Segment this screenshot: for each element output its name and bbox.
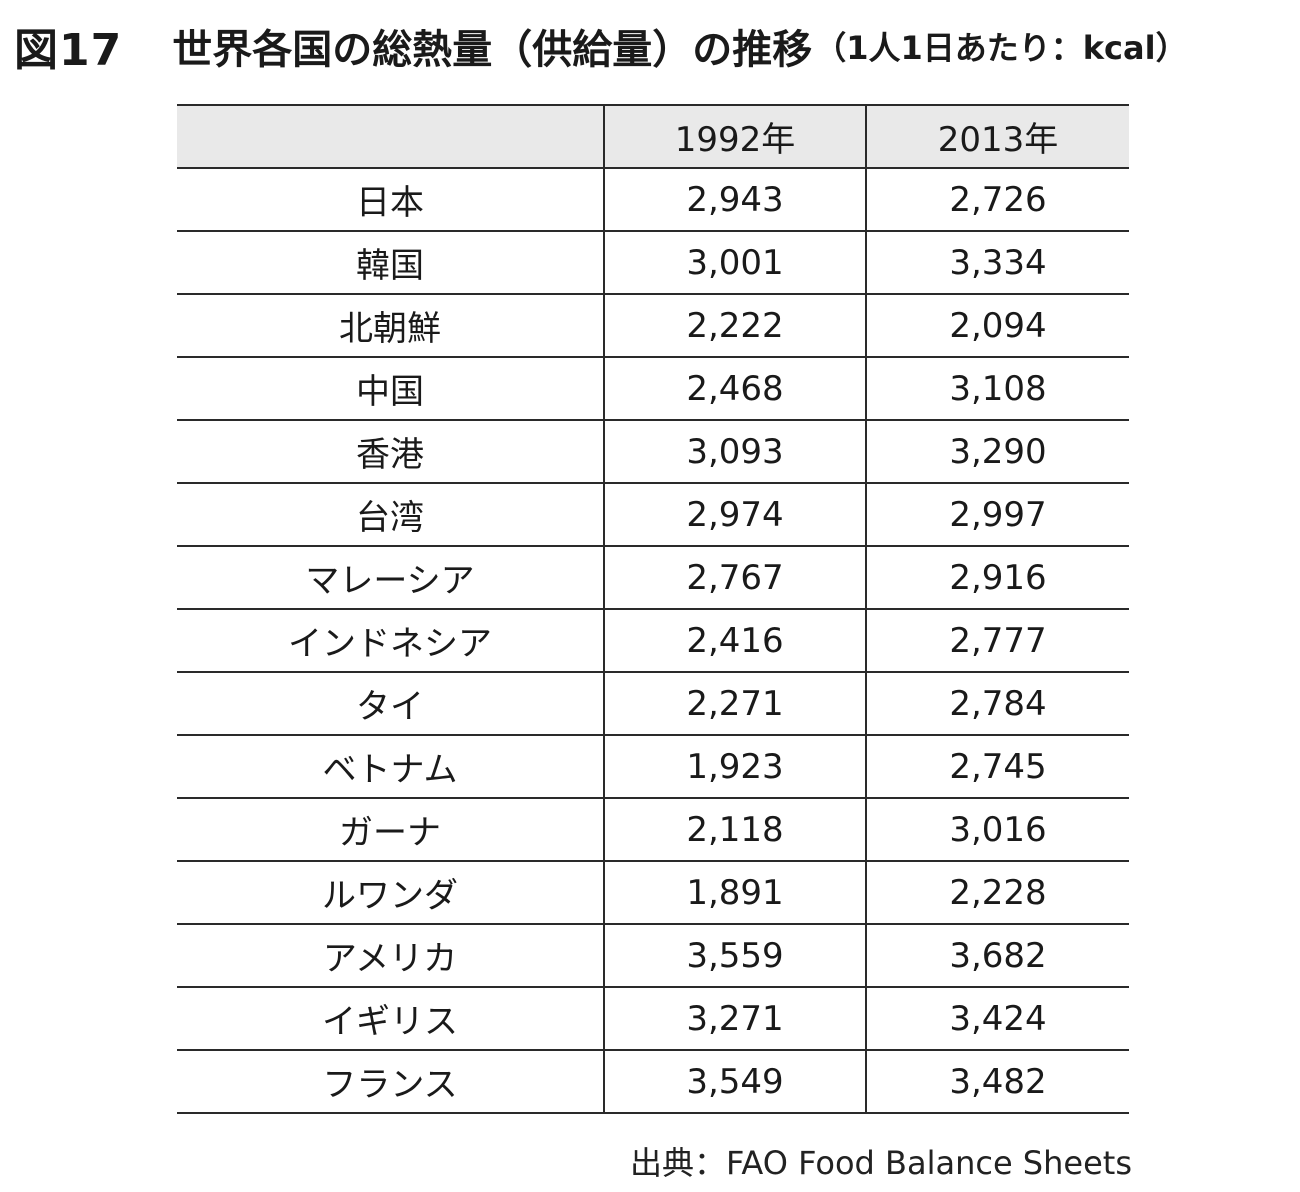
value-cell-1992: 1,891 (603, 861, 866, 925)
table-header-row: 1992年 2013年 (177, 104, 1129, 169)
value-cell-2013: 2,784 (865, 672, 1129, 736)
table-row: ガーナ 2,118 3,016 (177, 798, 1129, 862)
table-row: ベトナム 1,923 2,745 (177, 735, 1129, 799)
value-cell-1992: 3,001 (603, 231, 866, 295)
table-body: 日本 2,943 2,726 韓国 3,001 3,334 北朝鮮 2,222 2,094 中国 2… (177, 168, 1129, 1114)
value-cell-2013: 2,745 (865, 735, 1129, 799)
table-row: タイ 2,271 2,784 (177, 672, 1129, 736)
country-cell: タイ (177, 672, 604, 736)
value-cell-2013: 2,916 (865, 546, 1129, 610)
value-cell-1992: 3,559 (603, 924, 866, 988)
value-cell-1992: 2,271 (603, 672, 866, 736)
country-cell: ベトナム (177, 735, 604, 799)
figure-unit: （1人1日あたり：kcal） (814, 29, 1188, 67)
figure-main-title: 世界各国の総熱量（供給量）の推移 (172, 27, 813, 73)
country-cell: ガーナ (177, 798, 604, 862)
country-cell: イギリス (177, 987, 604, 1051)
column-header-country (177, 104, 604, 169)
country-cell: インドネシア (177, 609, 604, 673)
value-cell-1992: 2,416 (603, 609, 866, 673)
value-cell-2013: 2,777 (865, 609, 1129, 673)
figure-title: 図17 世界各国の総熱量（供給量）の推移 （1人1日あたり：kcal） (14, 16, 1188, 76)
country-cell: 香港 (177, 420, 604, 484)
value-cell-1992: 2,974 (603, 483, 866, 547)
table-row: 香港 3,093 3,290 (177, 420, 1129, 484)
country-cell: 日本 (177, 168, 604, 232)
value-cell-1992: 2,943 (603, 168, 866, 232)
country-cell: フランス (177, 1050, 604, 1114)
value-cell-2013: 3,682 (865, 924, 1129, 988)
value-cell-2013: 3,482 (865, 1050, 1129, 1114)
value-cell-1992: 3,271 (603, 987, 866, 1051)
country-cell: 台湾 (177, 483, 604, 547)
value-cell-1992: 3,549 (603, 1050, 866, 1114)
table-row: マレーシア 2,767 2,916 (177, 546, 1129, 610)
table-row: 中国 2,468 3,108 (177, 357, 1129, 421)
table-row: インドネシア 2,416 2,777 (177, 609, 1129, 673)
value-cell-2013: 3,424 (865, 987, 1129, 1051)
figure-number: 図17 (14, 25, 123, 76)
value-cell-2013: 3,108 (865, 357, 1129, 421)
country-cell: マレーシア (177, 546, 604, 610)
country-cell: 韓国 (177, 231, 604, 295)
value-cell-1992: 2,222 (603, 294, 866, 358)
value-cell-1992: 1,923 (603, 735, 866, 799)
table-row: 韓国 3,001 3,334 (177, 231, 1129, 295)
value-cell-2013: 3,334 (865, 231, 1129, 295)
value-cell-2013: 2,997 (865, 483, 1129, 547)
table-row: 台湾 2,974 2,997 (177, 483, 1129, 547)
value-cell-1992: 2,118 (603, 798, 866, 862)
value-cell-2013: 3,016 (865, 798, 1129, 862)
country-cell: 北朝鮮 (177, 294, 604, 358)
value-cell-2013: 2,094 (865, 294, 1129, 358)
column-header-2013: 2013年 (865, 104, 1129, 169)
table-row: フランス 3,549 3,482 (177, 1050, 1129, 1114)
value-cell-1992: 2,468 (603, 357, 866, 421)
table-row: ルワンダ 1,891 2,228 (177, 861, 1129, 925)
table-row: 北朝鮮 2,222 2,094 (177, 294, 1129, 358)
calorie-table: 1992年 2013年 日本 2,943 2,726 韓国 3,001 3,334 北朝鮮 2… (177, 104, 1129, 1114)
value-cell-1992: 3,093 (603, 420, 866, 484)
column-header-1992: 1992年 (603, 104, 866, 169)
value-cell-2013: 2,726 (865, 168, 1129, 232)
source-note: 出典：FAO Food Balance Sheets (629, 1144, 1132, 1182)
table-row: アメリカ 3,559 3,682 (177, 924, 1129, 988)
country-cell: ルワンダ (177, 861, 604, 925)
country-cell: 中国 (177, 357, 604, 421)
value-cell-2013: 2,228 (865, 861, 1129, 925)
table-row: イギリス 3,271 3,424 (177, 987, 1129, 1051)
country-cell: アメリカ (177, 924, 604, 988)
value-cell-1992: 2,767 (603, 546, 866, 610)
table-row: 日本 2,943 2,726 (177, 168, 1129, 232)
value-cell-2013: 3,290 (865, 420, 1129, 484)
